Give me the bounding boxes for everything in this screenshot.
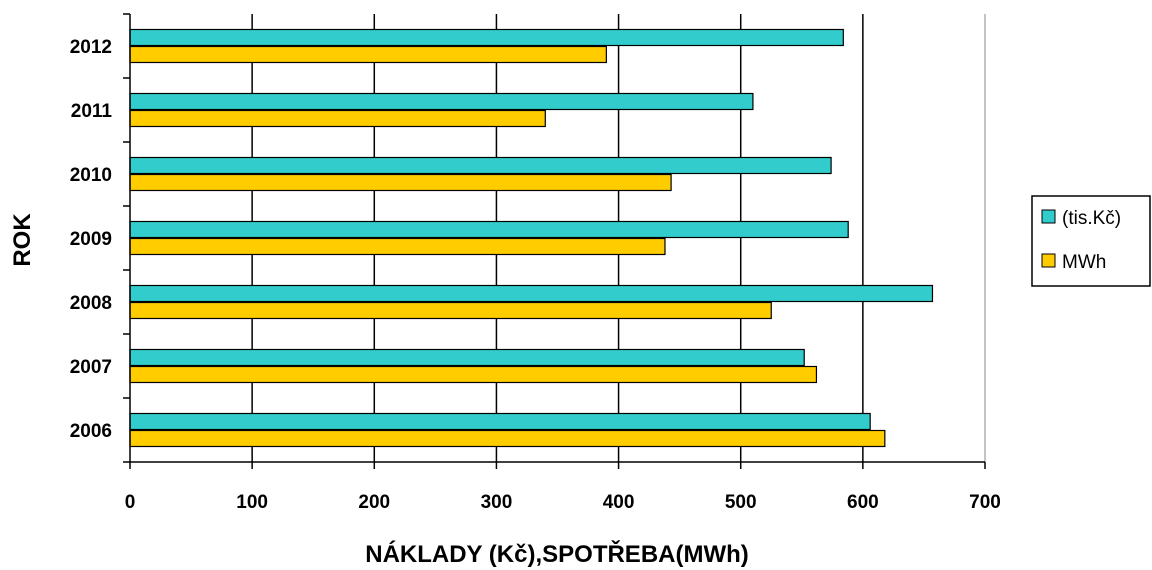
- x-tick-label-700: 700: [969, 492, 1001, 513]
- bar-mwh-2006: [129, 429, 886, 448]
- y-tick-label-2006: 2006: [70, 421, 112, 442]
- bar-tis-kc-2010: [129, 156, 832, 175]
- bar-mwh-2010: [129, 173, 672, 192]
- x-tick-label-0: 0: [125, 492, 136, 513]
- legend-label-mwh: MWh: [1062, 252, 1106, 273]
- bar-mwh-2011: [129, 109, 546, 128]
- y-tick-label-2008: 2008: [70, 293, 112, 314]
- bar-tis-kc-2006: [129, 412, 871, 431]
- bar-mwh-2008: [129, 301, 772, 320]
- y-axis-title: ROK: [9, 213, 36, 267]
- y-tick-label-2011: 2011: [71, 101, 113, 122]
- x-tick-label-100: 100: [236, 492, 268, 513]
- y-tick-labels: 2006 2007 2008 2009 2010 2011 2012: [70, 37, 113, 442]
- bar-tis-kc-2012: [129, 28, 844, 47]
- x-tick-label-300: 300: [481, 492, 513, 513]
- x-tick-label-600: 600: [847, 492, 879, 513]
- legend-swatch-tis-kc: [1041, 209, 1056, 224]
- bar-mwh-2009: [129, 237, 666, 256]
- x-axis-title: NÁKLADY (Kč),SPOTŘEBA(MWh): [365, 540, 749, 568]
- bar-tis-kc-2007: [129, 348, 805, 367]
- legend-label-tis-kc: (tis.Kč): [1062, 208, 1121, 229]
- y-tick-label-2010: 2010: [70, 165, 112, 186]
- bars: [129, 28, 934, 448]
- x-tick-labels: 0 100 200 300 400 500 600 700: [125, 492, 1001, 513]
- x-tick-label-500: 500: [725, 492, 757, 513]
- legend-swatch-mwh: [1041, 253, 1056, 268]
- axes: [123, 13, 986, 469]
- y-tick-label-2007: 2007: [70, 357, 112, 378]
- y-tick-label-2009: 2009: [70, 229, 112, 250]
- bar-tis-kc-2009: [129, 220, 849, 239]
- bar-mwh-2007: [129, 365, 818, 384]
- y-tick-label-2012: 2012: [70, 37, 112, 58]
- legend: (tis.Kč) MWh: [1031, 195, 1151, 287]
- bar-mwh-2012: [129, 45, 607, 64]
- x-tick-label-200: 200: [358, 492, 390, 513]
- bar-tis-kc-2008: [129, 284, 934, 303]
- bar-tis-kc-2011: [129, 92, 754, 111]
- x-tick-label-400: 400: [603, 492, 635, 513]
